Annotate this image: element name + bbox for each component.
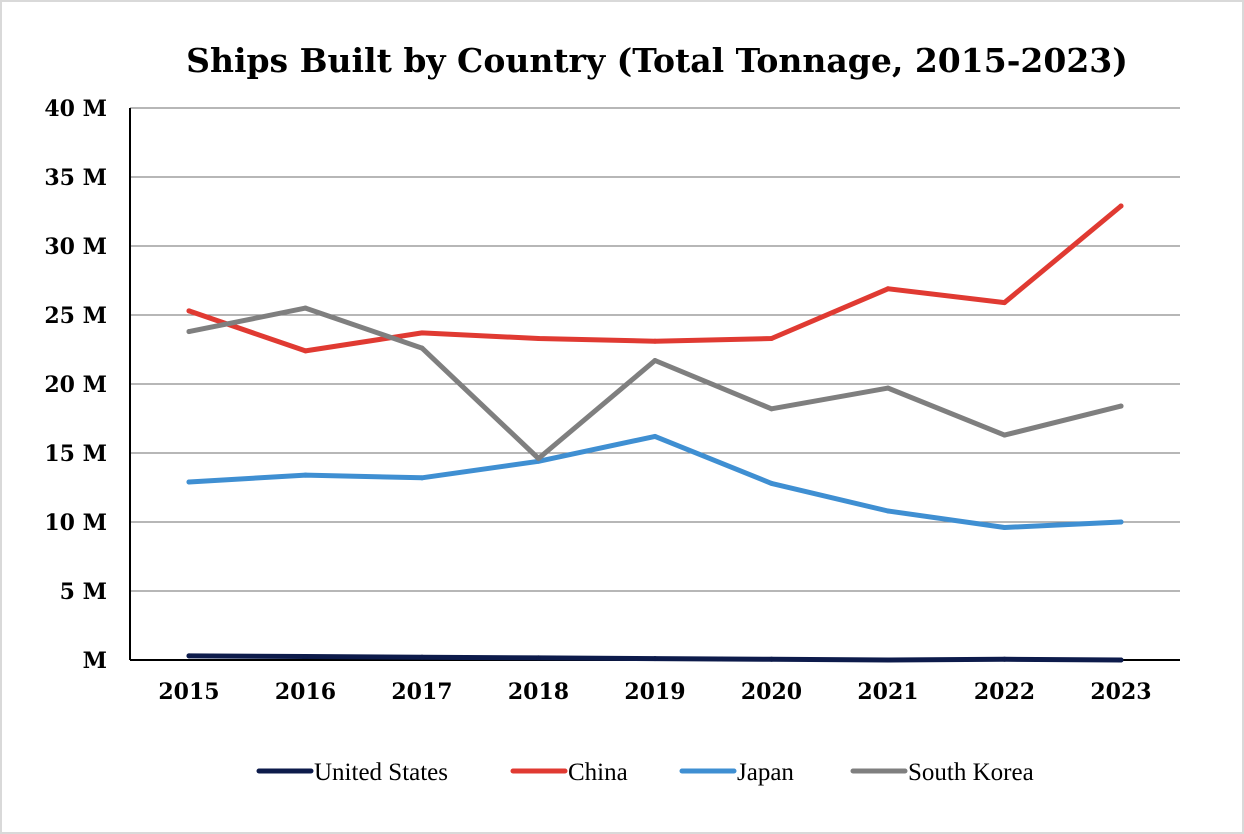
data-point (1118, 657, 1124, 663)
data-point (419, 654, 425, 660)
data-point (1002, 656, 1007, 662)
legend-label: Japan (737, 759, 794, 786)
x-tick-label: 2015 (158, 679, 219, 705)
data-point (885, 286, 891, 292)
data-point (652, 656, 658, 662)
y-tick-label: 20 M (44, 372, 107, 398)
data-point (419, 345, 425, 351)
data-point (303, 472, 308, 478)
data-point (186, 308, 192, 314)
data-point (1002, 300, 1007, 306)
data-point (419, 330, 425, 336)
data-point (419, 475, 425, 481)
series-line-japan (186, 433, 1124, 530)
y-tick-label: 30 M (44, 234, 107, 260)
chart-title: Ships Built by Country (Total Tonnage, 2… (186, 41, 1128, 80)
data-point (536, 655, 541, 661)
x-tick-label: 2022 (974, 679, 1035, 705)
data-point (652, 433, 658, 439)
x-tick-label: 2017 (391, 679, 452, 705)
y-tick-label: 25 M (44, 303, 107, 329)
gridlines (130, 107, 1180, 592)
x-tick-label: 2016 (275, 679, 336, 705)
data-point (885, 508, 891, 514)
data-point (1002, 525, 1007, 531)
data-point (1118, 519, 1124, 525)
data-point (769, 406, 774, 412)
data-point (652, 358, 658, 364)
x-axis-ticks: 2015 2016 2017 2018 2019 2020 2021 2022 2023 (158, 679, 1151, 705)
legend-label: United States (314, 759, 448, 786)
data-point (536, 456, 541, 462)
x-tick-label: 2018 (508, 679, 569, 705)
x-tick-label: 2020 (741, 679, 802, 705)
x-tick-label: 2019 (624, 679, 685, 705)
x-tick-label: 2021 (857, 679, 918, 705)
data-point (303, 348, 308, 354)
data-point (769, 335, 774, 341)
series-line-china (186, 203, 1124, 354)
data-point (885, 657, 891, 663)
legend-label: China (568, 759, 628, 786)
data-point (536, 335, 541, 341)
data-point (1002, 432, 1007, 438)
data-point (885, 385, 891, 391)
legend-label: South Korea (908, 759, 1034, 786)
series-lines (186, 203, 1124, 663)
data-point (1118, 403, 1124, 409)
legend: United States China Japan South Korea (256, 759, 1034, 786)
data-point (303, 654, 308, 660)
y-tick-label: 40 M (44, 96, 107, 122)
data-point (303, 305, 308, 311)
y-tick-label: 5 M (60, 579, 107, 605)
y-axis-ticks: M 5 M 10 M 15 M 20 M 25 M 30 M 35 M 40 M (44, 96, 107, 674)
data-point (652, 338, 658, 344)
y-tick-label: 10 M (44, 510, 107, 536)
y-tick-label: 35 M (44, 165, 107, 191)
data-point (769, 656, 774, 662)
data-point (769, 480, 774, 486)
x-tick-label: 2023 (1090, 679, 1151, 705)
y-tick-label: M (83, 648, 107, 674)
data-point (1118, 203, 1124, 209)
data-point (186, 653, 192, 659)
data-point (186, 479, 192, 485)
data-point (186, 329, 192, 335)
y-tick-label: 15 M (44, 441, 107, 467)
